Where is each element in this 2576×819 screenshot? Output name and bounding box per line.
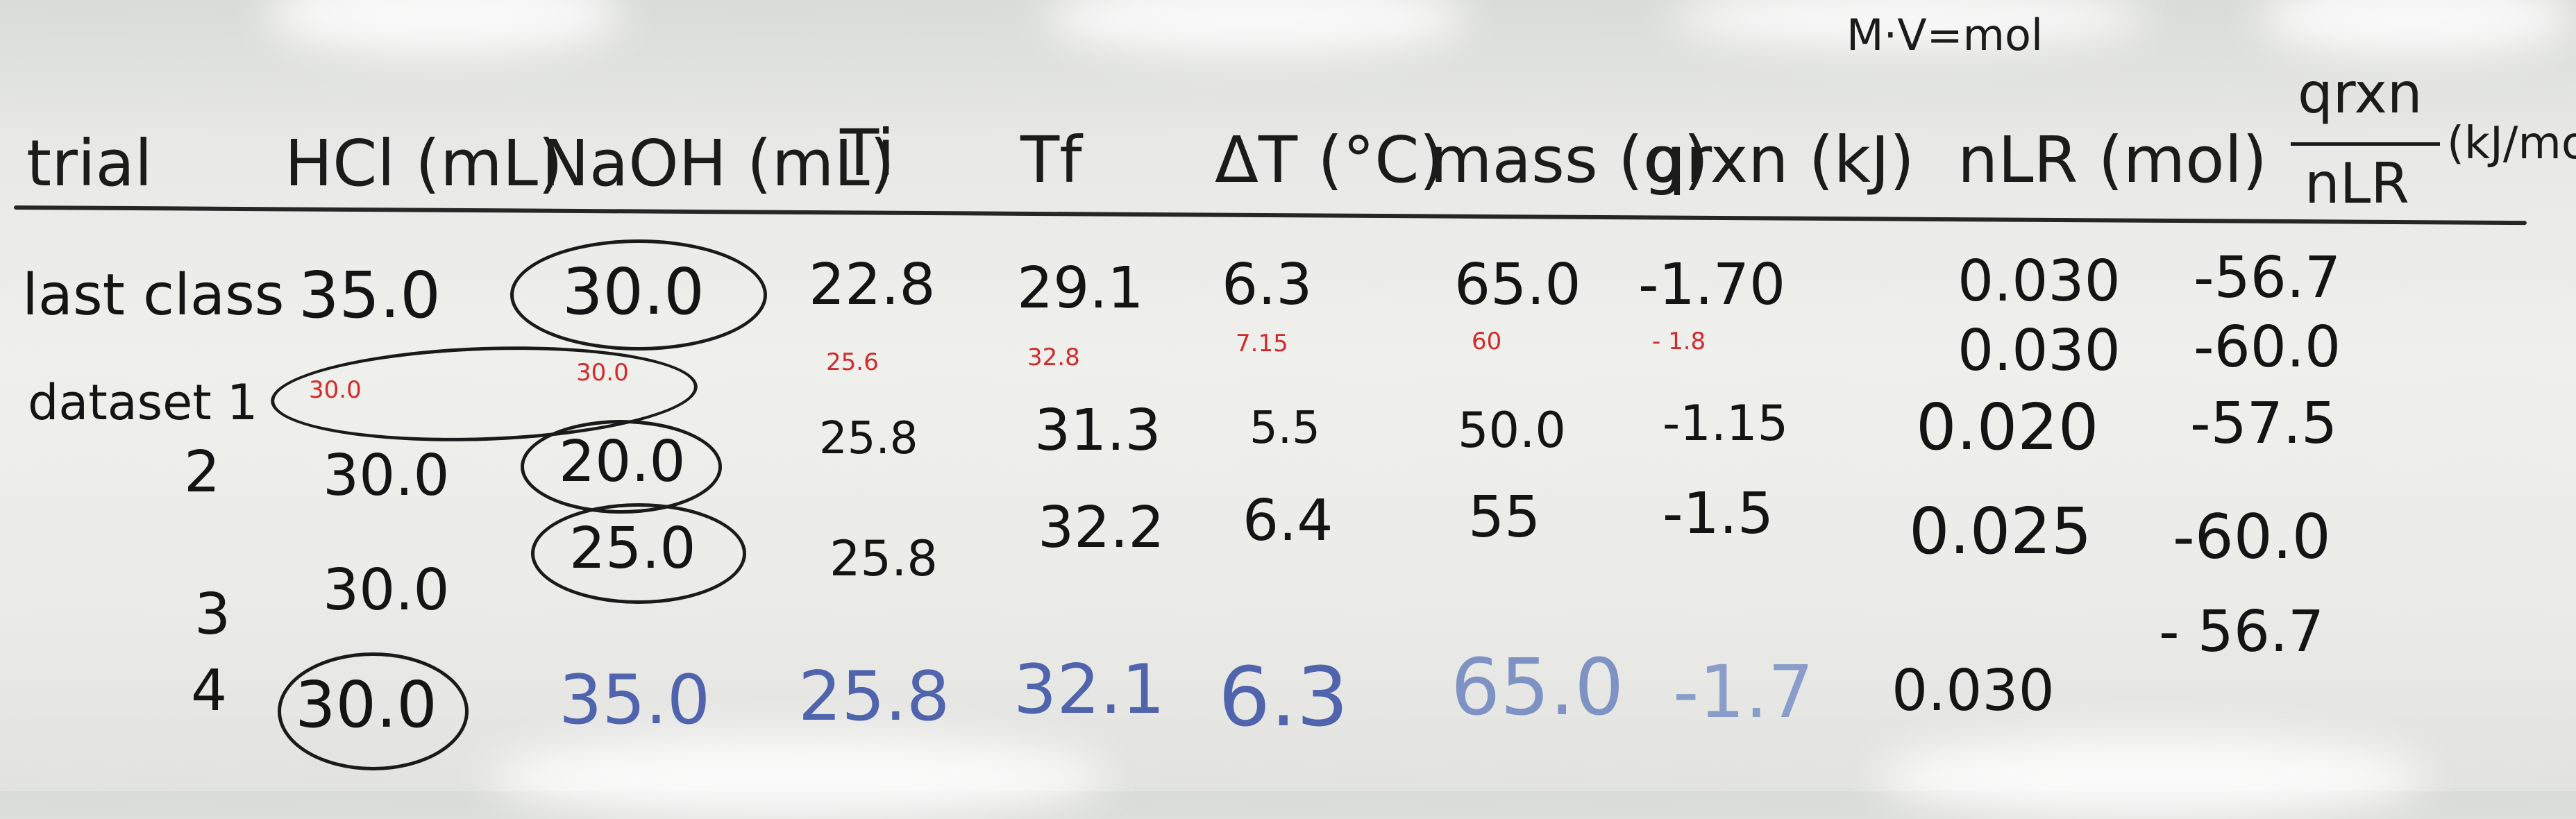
row-dt: 6.4 bbox=[1243, 488, 1333, 554]
row-nlr: 0.030 bbox=[1958, 318, 2121, 384]
header-naoh: NaOH (mL) bbox=[541, 126, 895, 201]
row-naoh: 30.0 bbox=[562, 255, 705, 329]
row-ti: 25.8 bbox=[798, 657, 950, 736]
header-delta-t: ΔT (°C) bbox=[1215, 123, 1445, 197]
row-trial: last class bbox=[22, 262, 285, 328]
row-trial: 2 bbox=[184, 439, 221, 505]
row-ratio: - 56.7 bbox=[2159, 599, 2325, 665]
row-naoh: 35.0 bbox=[559, 661, 711, 740]
row-dt: 5.5 bbox=[1249, 403, 1320, 454]
circled-value bbox=[278, 652, 469, 770]
header-nlr: nLR (mol) bbox=[1958, 123, 2267, 197]
whiteboard: M·V=mol trial HCl (mL) NaOH (mL) Ti Tf Δ… bbox=[13, 10, 2576, 770]
row-mass: 65.0 bbox=[1451, 643, 1624, 733]
row-dt: 6.3 bbox=[1218, 649, 1349, 745]
row-ti: 25.8 bbox=[819, 413, 918, 464]
row-trial: 3 bbox=[194, 582, 231, 648]
row-qrxn: -1.15 bbox=[1662, 395, 1789, 452]
row-hcl: 30.0 bbox=[323, 557, 450, 623]
circled-value bbox=[510, 239, 767, 351]
header-ti: Ti bbox=[840, 116, 895, 190]
row-qrxn: -1.5 bbox=[1662, 481, 1774, 547]
row-tf: 32.2 bbox=[1038, 495, 1165, 561]
row-ti: 22.8 bbox=[809, 252, 936, 318]
row-qrxn: -1.70 bbox=[1638, 252, 1786, 318]
fraction-bar bbox=[2291, 142, 2440, 146]
row-hcl: 30.0 bbox=[323, 443, 450, 509]
row-naoh: 25.0 bbox=[569, 516, 696, 582]
row-nlr: 0.030 bbox=[1958, 248, 2121, 314]
row-dt: 6.3 bbox=[1222, 252, 1313, 318]
row-nlr: 0.020 bbox=[1916, 390, 2099, 464]
header-ratio-denominator: nLR bbox=[2305, 151, 2409, 216]
row-tf: 32.1 bbox=[1013, 650, 1165, 729]
row-tf: 32.8 bbox=[1027, 344, 1080, 371]
row-qrxn: -1.7 bbox=[1673, 650, 1814, 734]
glare bbox=[1666, 0, 2152, 49]
row-trial: dataset 1 bbox=[28, 374, 258, 431]
circled-value bbox=[531, 503, 746, 604]
header-ratio-numerator: qrxn bbox=[2298, 61, 2423, 126]
row-naoh: 30.0 bbox=[576, 359, 629, 387]
row-hcl: 35.0 bbox=[298, 258, 441, 332]
row-mass: 55 bbox=[1468, 484, 1541, 550]
row-ratio: -57.5 bbox=[2190, 391, 2338, 457]
row-ratio: -60.0 bbox=[2194, 314, 2341, 380]
row-ratio: -56.7 bbox=[2194, 245, 2341, 311]
header-tf: Tf bbox=[1020, 123, 1082, 197]
row-ti: 25.8 bbox=[830, 530, 938, 587]
row-qrxn: - 1.8 bbox=[1652, 328, 1706, 355]
row-hcl: 30.0 bbox=[309, 376, 362, 404]
row-mass: 60 bbox=[1472, 328, 1502, 355]
header-divider bbox=[13, 205, 2527, 226]
row-nlr: 0.025 bbox=[1909, 494, 2092, 568]
header-qrxn: qrxn (kJ) bbox=[1645, 123, 1914, 197]
row-tf: 31.3 bbox=[1034, 398, 1161, 464]
row-mass: 65.0 bbox=[1454, 252, 1581, 318]
header-ratio-unit: (kJ/mol) bbox=[2447, 118, 2576, 169]
row-naoh: 20.0 bbox=[559, 429, 686, 495]
header-trial: trial bbox=[26, 126, 153, 201]
row-tf: 29.1 bbox=[1017, 255, 1144, 321]
row-dt: 7.15 bbox=[1236, 330, 1288, 357]
row-ti: 25.6 bbox=[826, 348, 879, 376]
formula-note: M·V=mol bbox=[1846, 10, 2044, 60]
row-nlr: 0.030 bbox=[1892, 658, 2055, 724]
header-hcl: HCl (mL) bbox=[285, 126, 563, 201]
row-ratio: -60.0 bbox=[2173, 501, 2331, 573]
row-mass: 50.0 bbox=[1458, 402, 1566, 459]
header-mass: mass (g) bbox=[1430, 123, 1709, 197]
row-hcl: 30.0 bbox=[295, 668, 437, 742]
row-trial: 4 bbox=[191, 658, 228, 724]
